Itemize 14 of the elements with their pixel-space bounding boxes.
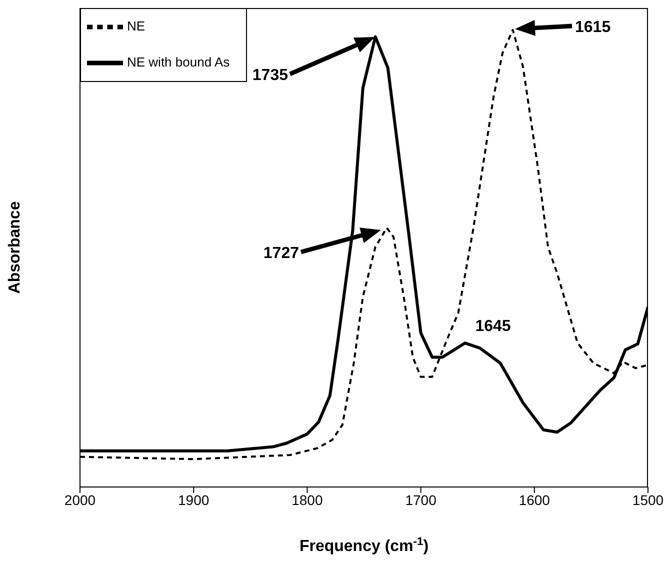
x-tick-label: 1600: [518, 492, 550, 508]
annotation: 1645: [475, 318, 511, 335]
annotation: 1615: [575, 19, 611, 36]
x-tick-label: 2000: [64, 492, 96, 508]
legend-label: NE with bound As: [127, 54, 230, 70]
y-axis-title: Absorbance: [6, 201, 24, 294]
x-tick-label: 1700: [405, 492, 437, 508]
x-tick-label: 1900: [178, 492, 210, 508]
annotation: 1735: [252, 67, 288, 84]
annotation: 1727: [263, 245, 300, 262]
x-axis-title: Frequency (cm$^{-1}$): [299, 536, 429, 555]
legend-label: NE: [127, 18, 146, 34]
x-tick-label: 1800: [292, 492, 323, 508]
x-tick-label: 1500: [632, 492, 664, 508]
